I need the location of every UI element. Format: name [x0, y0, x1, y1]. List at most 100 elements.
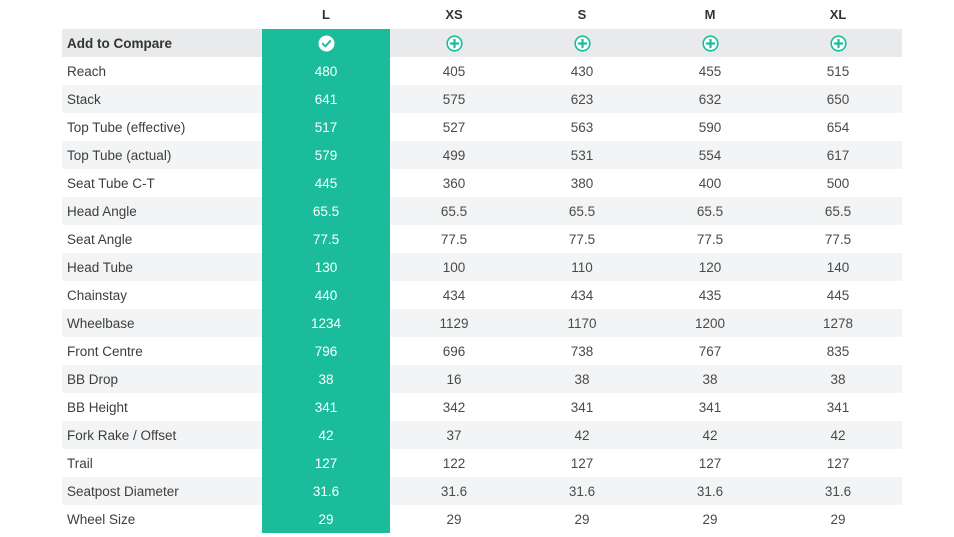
cell-s: 738: [570, 343, 594, 359]
row-label-trail: Trail: [67, 455, 93, 471]
cell-s: 29: [574, 511, 590, 527]
column-header-s: S: [577, 7, 587, 22]
cell-m: 29: [702, 511, 718, 527]
cell-m: 127: [698, 455, 722, 471]
cell-xl: 650: [774, 85, 902, 113]
cell-xl: 835: [826, 343, 850, 359]
cell-s: 430: [570, 63, 594, 79]
row-label-fork-rake-offset: Fork Rake / Offset: [62, 421, 262, 449]
cell-xl: 445: [826, 287, 850, 303]
cell-m: 455: [698, 63, 722, 79]
column-header-m: M: [704, 7, 716, 22]
cell-s: 380: [570, 175, 594, 191]
cell-l: 42: [262, 421, 390, 449]
cell-s: 77.5: [568, 231, 596, 247]
table-row: Head Tube 130 100 110 120 140: [62, 253, 902, 281]
cell-xs: 434: [442, 287, 466, 303]
table-row: Head Angle 65.5 65.5 65.5 65.5 65.5: [62, 197, 902, 225]
table-row: Reach 480 405 430 455 515: [62, 57, 902, 85]
cell-xs: 499: [390, 141, 518, 169]
cell-l: 77.5: [262, 225, 390, 253]
plus-circle-icon[interactable]: [445, 34, 463, 52]
cell-l: 517: [262, 113, 390, 141]
cell-s: 38: [518, 365, 646, 393]
cell-xs: 122: [442, 455, 466, 471]
cell-xl: 500: [826, 175, 850, 191]
compare-toggle-selected[interactable]: [262, 29, 390, 57]
cell-m: 554: [646, 141, 774, 169]
table-row: Top Tube (effective) 517 527 563 590 654: [62, 113, 902, 141]
cell-l: 641: [262, 85, 390, 113]
plus-circle-icon[interactable]: [701, 34, 719, 52]
table-row: Seat Angle 77.5 77.5 77.5 77.5 77.5: [62, 225, 902, 253]
geometry-table: L XS S M XL Add to Compare: [62, 0, 902, 533]
cell-l: 130: [262, 253, 390, 281]
row-label-chainstay: Chainstay: [67, 287, 128, 303]
compare-add-s[interactable]: [518, 29, 646, 57]
cell-m: 120: [646, 253, 774, 281]
cell-s: 341: [570, 399, 594, 415]
cell-l: 440: [262, 281, 390, 309]
cell-xs: 100: [390, 253, 518, 281]
row-label-seat-tube-c-t: Seat Tube C-T: [67, 175, 155, 191]
cell-xl: 42: [774, 421, 902, 449]
row-label-front-centre: Front Centre: [67, 343, 143, 359]
cell-xl: 77.5: [824, 231, 852, 247]
table-row: BB Drop 38 16 38 38 38: [62, 365, 902, 393]
row-label-reach: Reach: [67, 63, 107, 79]
cell-l: 341: [262, 393, 390, 421]
cell-l: 1234: [262, 309, 390, 337]
check-circle-icon[interactable]: [318, 35, 335, 52]
cell-xl: 38: [774, 365, 902, 393]
plus-circle-icon[interactable]: [829, 34, 847, 52]
cell-xl: 65.5: [774, 197, 902, 225]
table-row: Trail 127 122 127 127 127: [62, 449, 902, 477]
row-label-top-tube-effective: Top Tube (effective): [67, 119, 186, 135]
cell-xs: 342: [442, 399, 466, 415]
cell-m: 1200: [646, 309, 774, 337]
cell-m: 435: [698, 287, 722, 303]
cell-xl: 127: [826, 455, 850, 471]
cell-xl: 31.6: [774, 477, 902, 505]
row-label-head-angle: Head Angle: [62, 197, 262, 225]
cell-xl: 515: [826, 63, 850, 79]
cell-xl: 29: [830, 511, 846, 527]
cell-s: 531: [518, 141, 646, 169]
cell-s: 434: [570, 287, 594, 303]
cell-m: 31.6: [646, 477, 774, 505]
cell-s: 31.6: [518, 477, 646, 505]
cell-s: 110: [518, 253, 646, 281]
cell-xl: 617: [774, 141, 902, 169]
cell-xl: 1278: [774, 309, 902, 337]
compare-label: Add to Compare: [62, 29, 262, 57]
plus-circle-icon[interactable]: [573, 34, 591, 52]
header-row: L XS S M XL: [62, 0, 902, 29]
row-label-bb-height: BB Height: [67, 399, 128, 415]
compare-row: Add to Compare: [62, 29, 902, 57]
cell-s: 1170: [518, 309, 646, 337]
row-label-seatpost-diameter: Seatpost Diameter: [62, 477, 262, 505]
cell-xs: 77.5: [440, 231, 468, 247]
cell-m: 400: [698, 175, 722, 191]
cell-xl: 654: [826, 119, 850, 135]
row-label-wheel-size: Wheel Size: [67, 511, 136, 527]
cell-xl: 140: [774, 253, 902, 281]
row-label-stack: Stack: [62, 85, 262, 113]
cell-l: 29: [262, 505, 390, 533]
row-label-wheelbase: Wheelbase: [62, 309, 262, 337]
column-header-selected: L: [262, 0, 390, 29]
table-row: Stack 641 575 623 632 650: [62, 85, 902, 113]
compare-add-m[interactable]: [646, 29, 774, 57]
compare-add-xl[interactable]: [774, 29, 902, 57]
cell-s: 65.5: [518, 197, 646, 225]
geometry-table-container: L XS S M XL Add to Compare: [62, 0, 902, 533]
cell-m: 77.5: [696, 231, 724, 247]
cell-m: 341: [698, 399, 722, 415]
cell-xs: 31.6: [390, 477, 518, 505]
row-label-top-tube-actual: Top Tube (actual): [62, 141, 262, 169]
compare-add-xs[interactable]: [390, 29, 518, 57]
cell-xs: 360: [442, 175, 466, 191]
cell-l: 480: [262, 57, 390, 85]
table-row: Top Tube (actual) 579 499 531 554 617: [62, 141, 902, 169]
cell-s: 127: [570, 455, 594, 471]
